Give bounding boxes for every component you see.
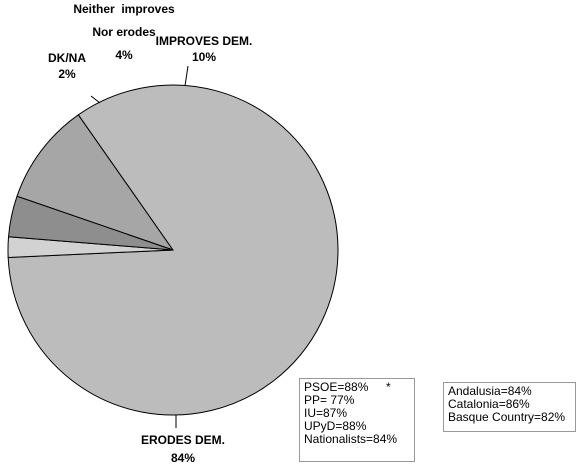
slice-label-0: IMPROVES DEM. 10% [156, 34, 253, 64]
slice-label-line: Neither improves [73, 2, 175, 16]
party-upyd: UPyD=88% [304, 419, 367, 433]
label-leader-lines [90, 65, 189, 428]
region-basque-country: Basque Country=82% [448, 410, 566, 424]
slice-label-line: 2% [58, 67, 76, 81]
pie-slice-3 [7, 195, 174, 251]
leader-line-2 [90, 95, 101, 104]
party-pp: PP= 77% [304, 393, 355, 407]
slice-label-line: Nor erodes [92, 25, 156, 39]
slice-label-line: 4% [115, 48, 133, 62]
leader-line-0 [184, 65, 189, 87]
party-psoe: PSOE=88% [304, 380, 369, 394]
slice-label-line: 10% [192, 50, 216, 64]
region-andalusia: Andalusia=84% [448, 384, 532, 398]
pie-slice-0 [16, 114, 175, 251]
pie-slices [7, 84, 339, 416]
slice-label-1: ERODES DEM. 84% [141, 433, 225, 465]
region-breakdown-box: Andalusia=84% Catalonia=86% Basque Count… [443, 382, 576, 432]
slice-labels: IMPROVES DEM. 10% ERODES DEM. 84% DK/NA 2% Nei… [48, 2, 252, 465]
asterisk-marker: * [386, 380, 391, 394]
party-breakdown-box: PSOE=88% PP= 77% IU=87% UPyD=88% Nationa… [299, 378, 415, 462]
slice-label-line: 84% [171, 451, 195, 465]
pie-slice-1 [7, 84, 339, 416]
slice-label-line: ERODES DEM. [141, 433, 225, 447]
party-iu: IU=87% [304, 406, 348, 420]
party-nationalists: Nationalists=84% [304, 432, 398, 446]
slice-label-3: Neither improves Nor erodes 4% [73, 2, 175, 62]
region-catalonia: Catalonia=86% [448, 397, 530, 411]
slice-label-line: DK/NA [48, 51, 86, 65]
slice-label-line: IMPROVES DEM. [156, 34, 253, 48]
slice-label-2: DK/NA 2% [48, 51, 86, 81]
